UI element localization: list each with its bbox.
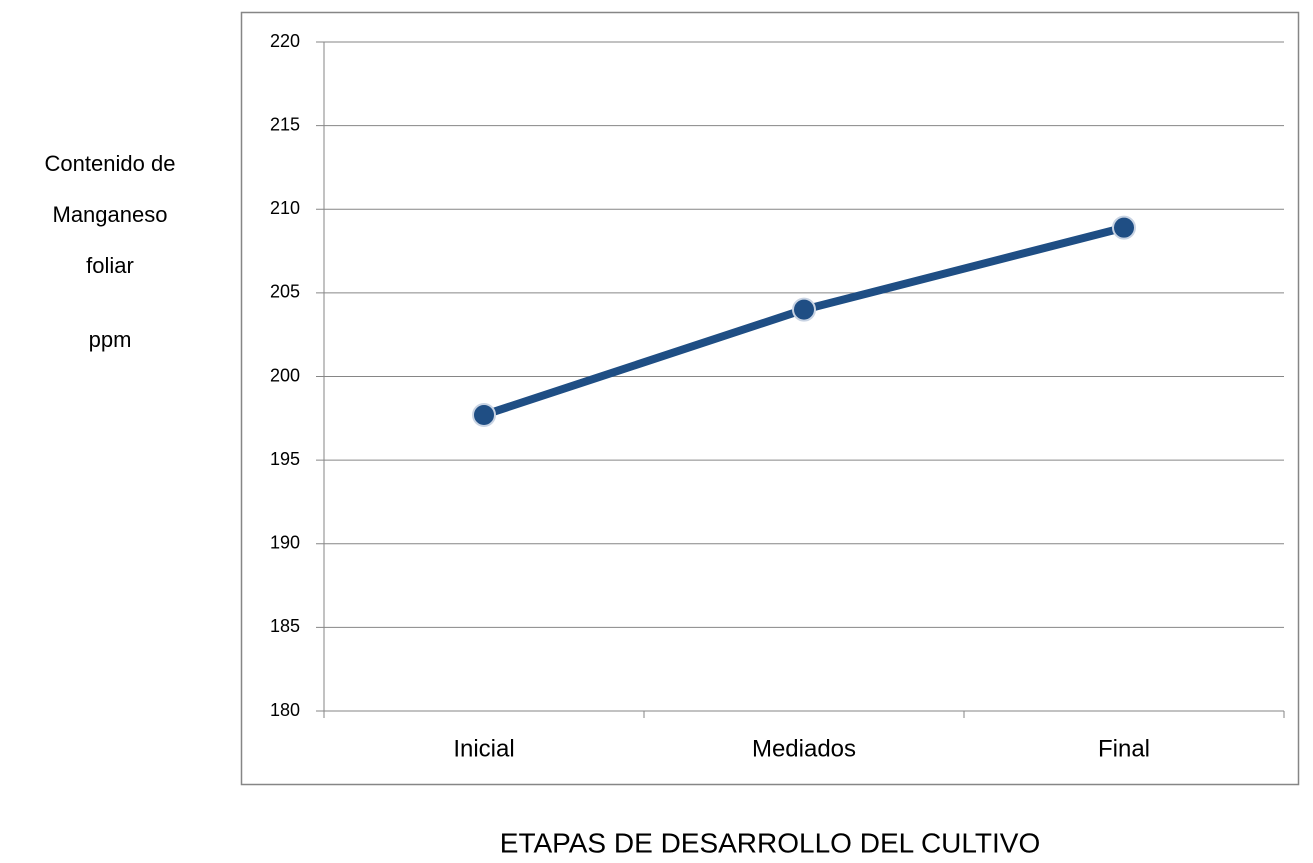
y-tick-label: 185 — [270, 616, 300, 636]
data-point — [1112, 215, 1136, 240]
y-tick-label: 180 — [270, 700, 300, 720]
x-axis-label: ETAPAS DE DESARROLLO DEL CULTIVO — [500, 827, 1040, 858]
y-tick-label: 220 — [270, 31, 300, 51]
y-tick-label: 200 — [270, 365, 300, 385]
data-point — [792, 297, 816, 322]
y-axis-label: ppm — [89, 327, 132, 352]
x-tick-label: Inicial — [453, 735, 514, 762]
x-tick-label: Mediados — [752, 735, 856, 762]
y-tick-label: 195 — [270, 449, 300, 469]
y-tick-label: 190 — [270, 533, 300, 553]
y-axis-label: Manganeso — [53, 202, 168, 227]
y-axis-label: foliar — [86, 253, 134, 278]
y-tick-label: 205 — [270, 282, 300, 302]
data-point — [472, 402, 496, 427]
y-tick-label: 215 — [270, 114, 300, 134]
x-tick-label: Final — [1098, 735, 1150, 762]
y-tick-label: 210 — [270, 198, 300, 218]
y-axis-label: Contenido de — [45, 151, 176, 176]
chart-frame — [240, 11, 1300, 786]
